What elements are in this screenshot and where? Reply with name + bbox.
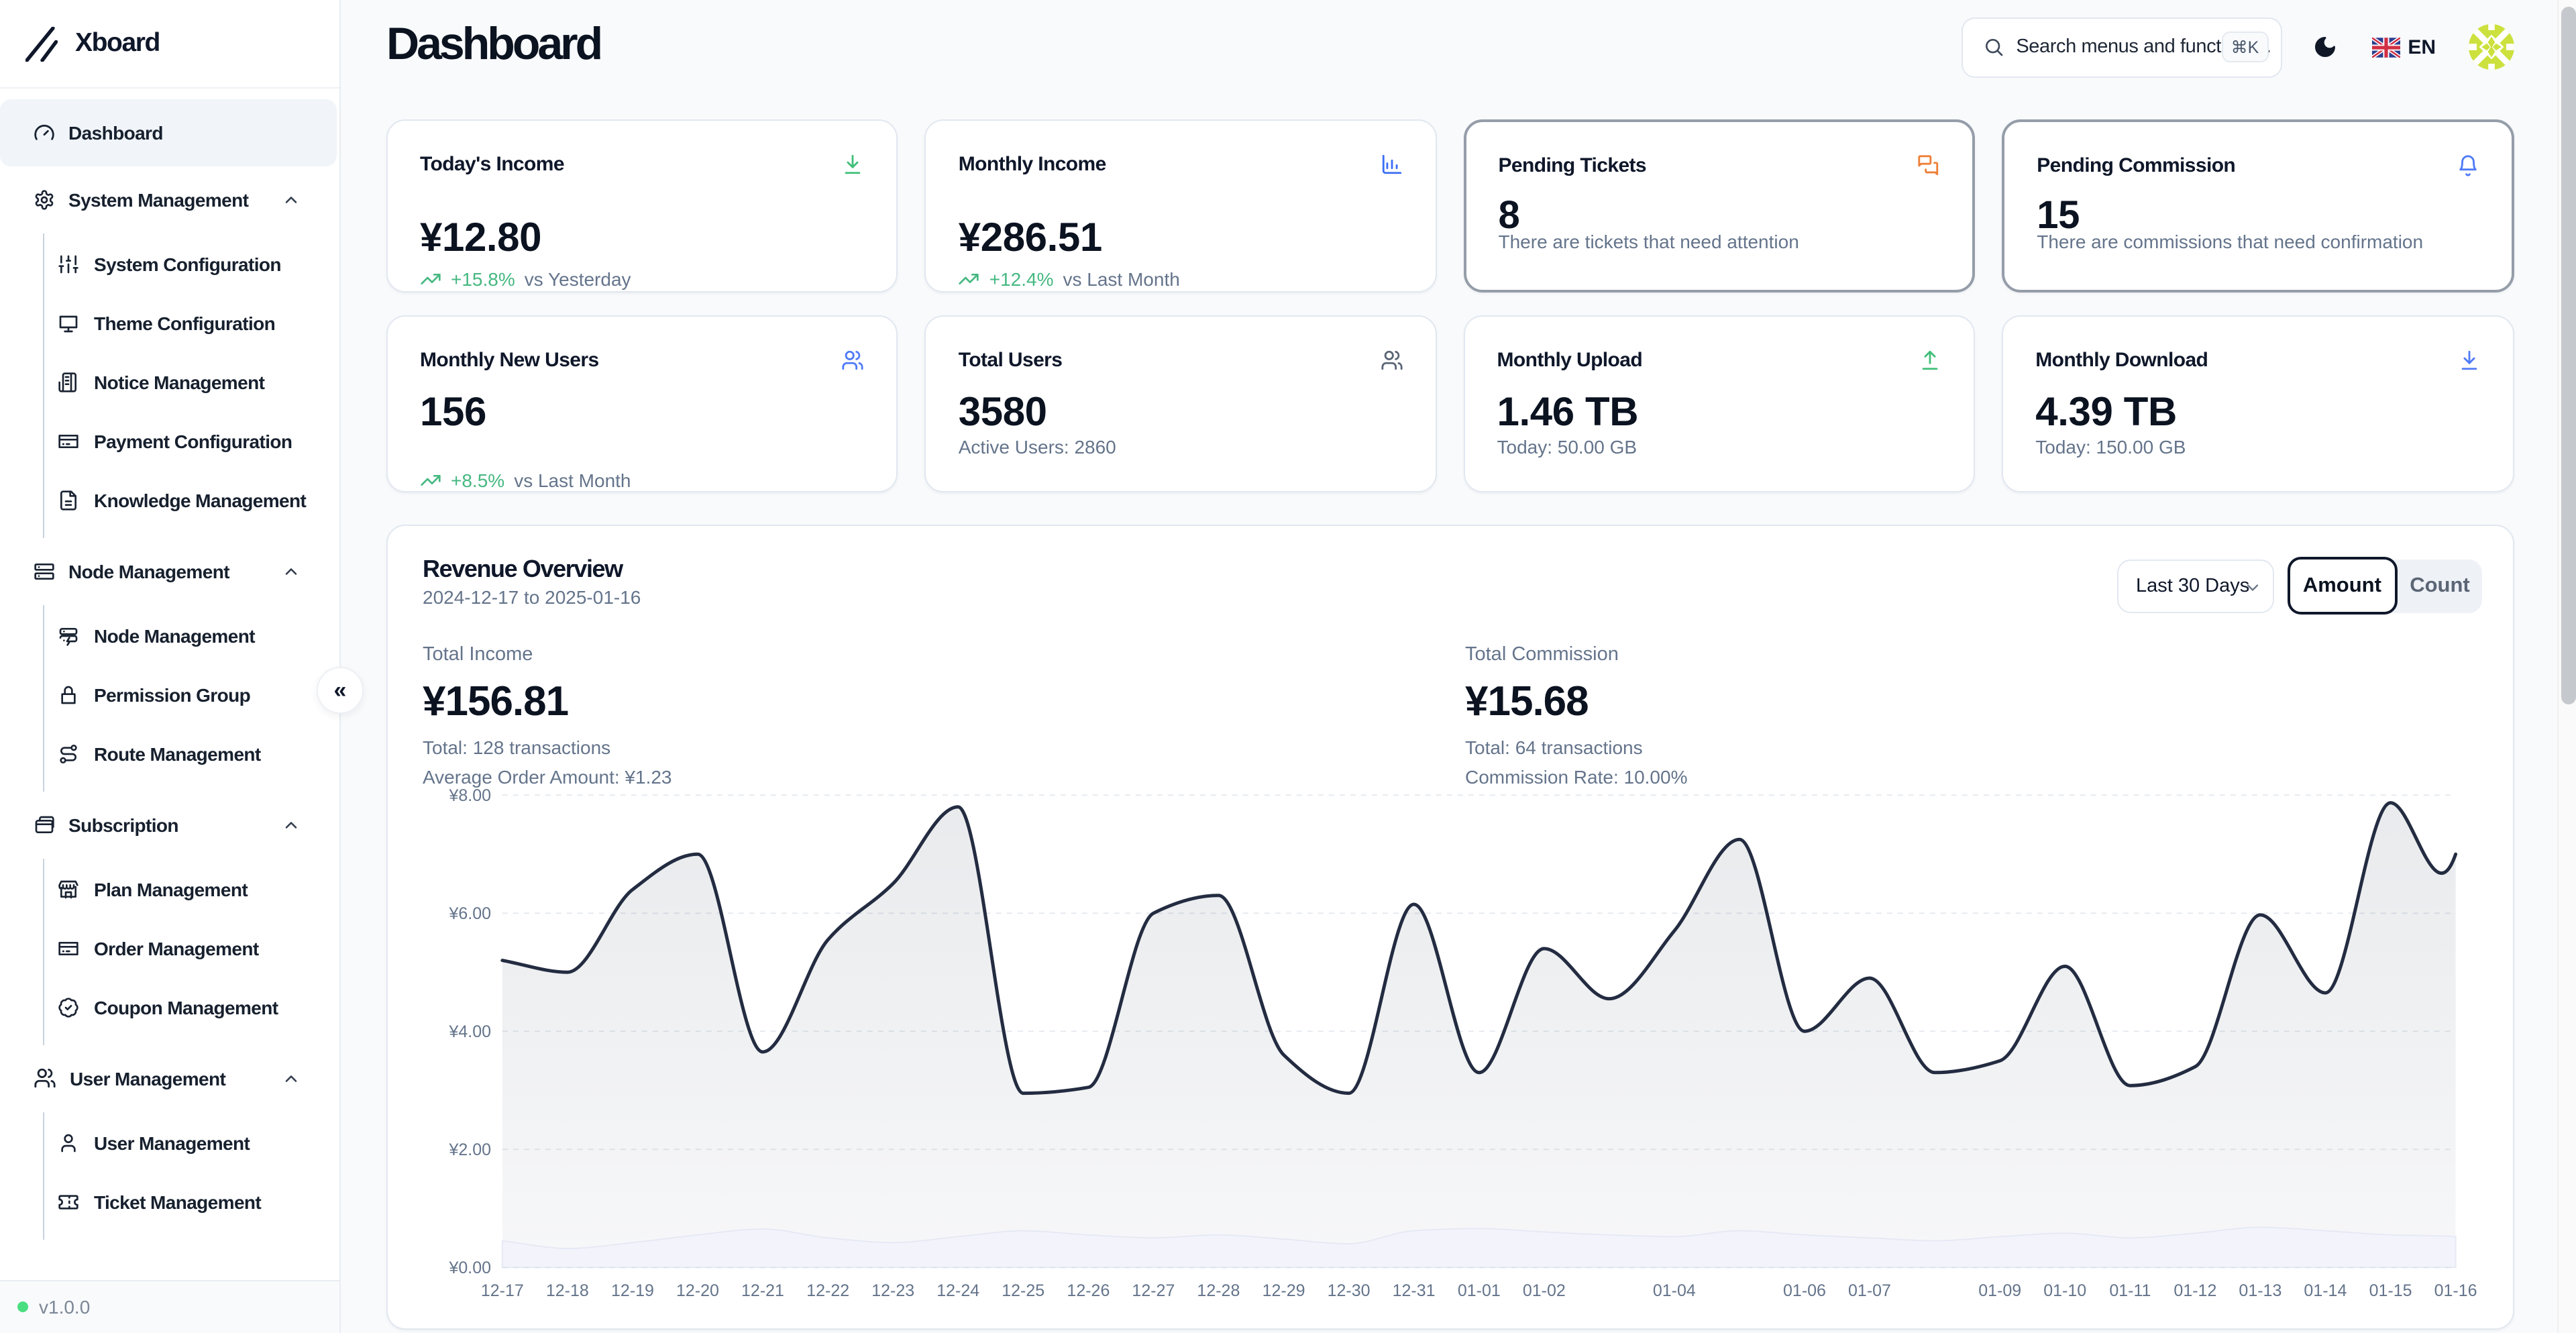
svg-text:¥6.00: ¥6.00 (448, 904, 491, 922)
svg-text:12-25: 12-25 (1002, 1281, 1044, 1299)
svg-text:12-19: 12-19 (611, 1281, 654, 1299)
svg-text:12-30: 12-30 (1328, 1281, 1371, 1299)
svg-text:01-07: 01-07 (1848, 1281, 1891, 1299)
svg-text:01-06: 01-06 (1783, 1281, 1826, 1299)
svg-text:12-24: 12-24 (936, 1281, 979, 1299)
svg-text:12-29: 12-29 (1263, 1281, 1305, 1299)
svg-text:12-17: 12-17 (481, 1281, 524, 1299)
svg-text:12-27: 12-27 (1132, 1281, 1175, 1299)
svg-text:¥4.00: ¥4.00 (448, 1022, 491, 1041)
svg-text:01-04: 01-04 (1653, 1281, 1696, 1299)
svg-text:12-26: 12-26 (1067, 1281, 1110, 1299)
svg-text:¥0.00: ¥0.00 (448, 1258, 491, 1277)
svg-text:01-10: 01-10 (2043, 1281, 2086, 1299)
svg-text:12-21: 12-21 (741, 1281, 784, 1299)
svg-text:12-31: 12-31 (1393, 1281, 1436, 1299)
svg-text:¥2.00: ¥2.00 (448, 1140, 491, 1159)
svg-text:12-22: 12-22 (806, 1281, 849, 1299)
svg-text:12-28: 12-28 (1197, 1281, 1240, 1299)
svg-text:01-09: 01-09 (1978, 1281, 2021, 1299)
svg-text:01-14: 01-14 (2304, 1281, 2347, 1299)
svg-text:01-13: 01-13 (2239, 1281, 2282, 1299)
svg-text:01-01: 01-01 (1458, 1281, 1501, 1299)
svg-text:01-11: 01-11 (2109, 1281, 2151, 1299)
svg-text:01-02: 01-02 (1523, 1281, 1566, 1299)
svg-text:01-12: 01-12 (2174, 1281, 2216, 1299)
svg-text:01-16: 01-16 (2434, 1281, 2477, 1299)
svg-text:01-15: 01-15 (2369, 1281, 2412, 1299)
svg-text:¥8.00: ¥8.00 (448, 786, 491, 804)
svg-text:12-20: 12-20 (676, 1281, 719, 1299)
svg-text:12-23: 12-23 (871, 1281, 914, 1299)
svg-text:12-18: 12-18 (546, 1281, 589, 1299)
